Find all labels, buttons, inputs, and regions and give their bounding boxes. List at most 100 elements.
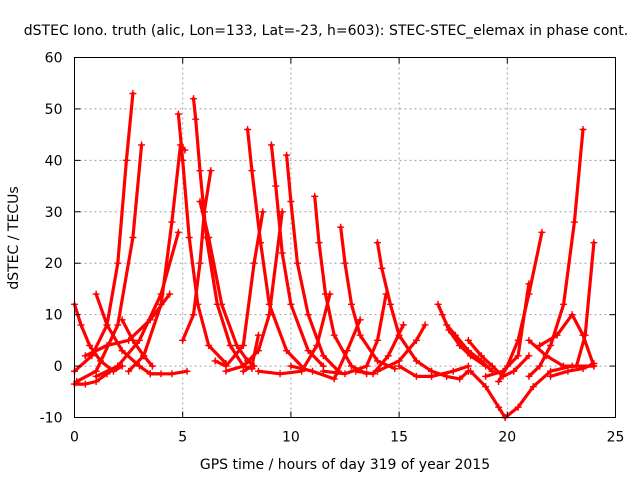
series-10-point-4: [205, 342, 213, 349]
series-27-point-3: [449, 367, 457, 375]
series-21-point-4: [347, 362, 355, 370]
series-38-point-0: [525, 336, 533, 344]
series-21-point-0: [311, 192, 319, 200]
series-16-point-3: [265, 300, 273, 308]
series-38-point-1: [542, 352, 550, 360]
series-32-point-2: [488, 362, 496, 370]
series-21-point-3: [330, 331, 338, 339]
series-14-point-4: [259, 208, 267, 216]
series-4-point-1: [103, 321, 111, 329]
y-tick-label-5: 40: [45, 153, 63, 169]
series-29-point-0: [434, 300, 442, 308]
series-39-point-1: [553, 331, 561, 339]
series-line-34: [497, 230, 544, 384]
series-37-point-4: [570, 218, 578, 226]
x-axis-label: GPS time / hours of day 319 of year 2015: [200, 457, 490, 473]
series-13-point-0: [196, 198, 204, 205]
series-8-point-1: [140, 352, 148, 360]
series-40-point-3: [590, 360, 598, 367]
series-25-point-1: [378, 264, 386, 272]
series-35-point-0: [482, 372, 490, 380]
plot-frame: [74, 57, 616, 418]
series-line-31: [430, 369, 470, 381]
series-12-point-2: [196, 259, 204, 267]
series-19-point-2: [254, 331, 262, 339]
series-24-point-1: [341, 370, 349, 378]
y-axis-label: dSTEC / TECUs: [6, 186, 22, 289]
series-8-point-2: [157, 300, 165, 308]
x-tick-label-4: 20: [498, 430, 516, 446]
series-31-point-2: [456, 375, 464, 383]
y-tick-label-3: 20: [45, 256, 63, 272]
series-line-16: [246, 127, 306, 371]
series-line-38: [527, 241, 596, 368]
series-22-point-3: [343, 347, 351, 355]
series-8-point-0: [125, 367, 133, 375]
series-28-point-2: [412, 336, 420, 344]
y-tick-label-6: 50: [45, 102, 63, 118]
series-11-point-2: [196, 167, 204, 175]
series-17-point-1: [272, 182, 280, 190]
series-40-point-1: [564, 367, 572, 375]
series-5-point-0: [81, 352, 89, 360]
series-32-point-5: [525, 352, 533, 360]
series-33-point-0: [467, 367, 475, 375]
series-1-point-3: [114, 259, 122, 267]
series-10-point-2: [185, 234, 193, 241]
series-25-point-4: [412, 357, 420, 365]
series-40-point-0: [547, 372, 555, 380]
series-36-point-1: [514, 403, 522, 411]
series-24-point-0: [319, 367, 327, 375]
series-line-21: [313, 194, 369, 376]
series-11-point-0: [190, 95, 198, 103]
series-19-point-1: [248, 362, 256, 370]
series-8-point-3: [168, 218, 176, 226]
series-39-point-3: [579, 331, 587, 339]
series-5-point-4: [166, 290, 174, 298]
series-9-point-1: [168, 370, 176, 378]
series-line-35: [484, 282, 531, 378]
series-18-point-3: [304, 311, 312, 319]
series-line-25: [375, 241, 434, 373]
series-6-point-2: [135, 336, 143, 344]
series-32-point-0: [464, 336, 472, 344]
series-10-point-0: [174, 110, 182, 118]
series-22-point-2: [330, 375, 338, 383]
series-17-point-4: [304, 347, 312, 355]
series-26-point-2: [384, 352, 392, 360]
series-layer: [71, 90, 598, 421]
series-line-1: [72, 91, 135, 373]
x-tick-label-2: 10: [282, 430, 300, 446]
series-6-point-4: [174, 228, 182, 236]
series-23-point-1: [341, 259, 349, 267]
series-6-point-1: [114, 362, 122, 370]
series-36-point-2: [529, 383, 537, 391]
series-31-point-1: [443, 372, 451, 380]
series-35-point-3: [525, 280, 533, 288]
series-3-point-4: [138, 141, 146, 149]
series-28-point-3: [421, 321, 429, 329]
series-33-point-2: [495, 403, 503, 411]
series-line-33: [468, 369, 507, 420]
series-line-7: [120, 318, 154, 368]
series-27-point-1: [412, 372, 420, 380]
series-4-point-0: [92, 290, 100, 298]
series-25-point-2: [386, 300, 394, 308]
series-15-point-4: [278, 208, 286, 216]
series-11-point-1: [192, 115, 200, 123]
series-16-point-2: [257, 239, 265, 247]
series-16-point-4: [283, 347, 291, 355]
series-3-point-3: [129, 234, 137, 241]
series-10-point-1: [179, 156, 187, 164]
series-26-point-3: [399, 321, 407, 329]
series-line-37: [527, 127, 585, 378]
x-tick-label-3: 15: [390, 430, 408, 446]
series-32-point-4: [510, 367, 518, 375]
series-30-point-0: [443, 321, 451, 329]
series-39-point-0: [536, 342, 544, 349]
series-19-point-0: [239, 367, 247, 375]
series-17-point-2: [278, 249, 286, 257]
series-37-point-1: [536, 362, 544, 370]
x-tick-label-5: 25: [607, 430, 625, 446]
